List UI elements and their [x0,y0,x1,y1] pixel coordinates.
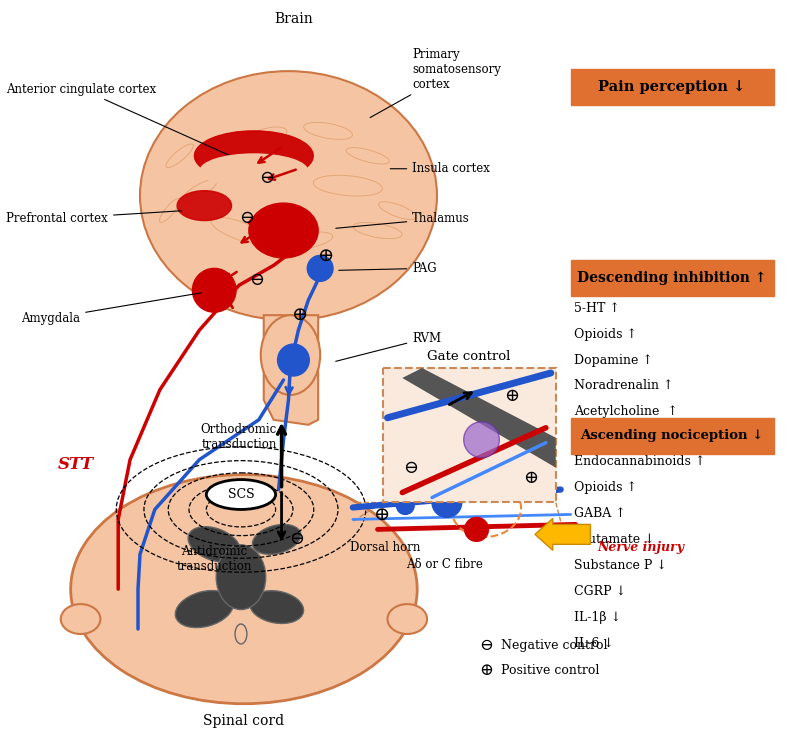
Ellipse shape [140,71,437,320]
Text: Positive control: Positive control [501,664,600,678]
Ellipse shape [250,591,304,623]
Circle shape [465,517,488,542]
Text: Orthodromic
transduction: Orthodromic transduction [201,423,277,451]
Circle shape [308,256,333,282]
Ellipse shape [206,479,276,509]
Text: Opioids ↑: Opioids ↑ [573,328,637,340]
Text: ⊕: ⊕ [504,387,519,405]
Text: ⊕: ⊕ [480,662,493,679]
Text: Spinal cord: Spinal cord [203,714,285,728]
Text: Noradrenalin ↑: Noradrenalin ↑ [573,379,673,392]
Text: RVM: RVM [335,331,442,362]
Text: DLF: DLF [427,491,453,504]
Circle shape [193,268,236,312]
Ellipse shape [235,624,247,644]
Text: Gate control: Gate control [427,350,511,362]
Ellipse shape [175,590,233,628]
Text: Insula cortex: Insula cortex [390,162,490,175]
Text: IL-1β ↓: IL-1β ↓ [573,611,621,623]
Text: Thalamus: Thalamus [335,212,470,229]
Text: Acetylcholine  ↑: Acetylcholine ↑ [573,405,677,418]
Text: GABA ↑: GABA ↑ [573,507,626,520]
Ellipse shape [388,604,427,634]
Text: Glutamate ↓: Glutamate ↓ [573,533,654,546]
Ellipse shape [61,604,101,634]
Text: Negative control: Negative control [501,639,607,653]
Text: IL-6 ↓: IL-6 ↓ [573,637,614,650]
Text: Antidromic
transduction: Antidromic transduction [177,545,252,573]
Circle shape [396,497,414,514]
Text: Ascending nociception ↓: Ascending nociception ↓ [580,429,764,442]
Text: SCS: SCS [228,488,255,501]
FancyBboxPatch shape [382,368,556,503]
Ellipse shape [194,131,313,181]
FancyArrow shape [535,518,591,551]
Text: Pain perception ↓: Pain perception ↓ [599,80,745,94]
Text: CGRP ↓: CGRP ↓ [573,584,626,598]
Polygon shape [402,368,556,467]
Text: ⊖: ⊖ [480,637,493,654]
FancyBboxPatch shape [571,417,773,453]
Text: Prefrontal cortex: Prefrontal cortex [6,211,182,225]
FancyBboxPatch shape [571,69,773,105]
Text: ⊖: ⊖ [403,459,418,476]
Ellipse shape [199,154,308,188]
Text: ⊕: ⊕ [374,506,391,523]
Text: ⊖: ⊖ [249,271,264,290]
Circle shape [278,344,309,376]
Ellipse shape [261,315,320,395]
Text: Dorsal horn: Dorsal horn [351,541,420,553]
Text: Amygdala: Amygdala [21,293,201,325]
Ellipse shape [177,190,232,220]
Ellipse shape [252,524,301,554]
Text: PAG: PAG [339,262,437,275]
Text: ⊖: ⊖ [259,169,274,187]
Ellipse shape [71,475,417,703]
Text: 5-HT ↑: 5-HT ↑ [573,302,619,315]
Circle shape [432,487,462,517]
Text: ⊖: ⊖ [289,531,304,548]
Text: STT: STT [58,456,94,473]
Text: Brain: Brain [274,12,312,26]
Text: Anterior cingulate cortex: Anterior cingulate cortex [6,82,235,157]
Text: Opioids ↑: Opioids ↑ [573,481,637,494]
Text: ⊕: ⊕ [318,246,335,265]
Text: Nerve injury: Nerve injury [597,541,684,553]
Polygon shape [264,315,318,425]
Text: ⊖: ⊖ [239,209,255,226]
Text: ⊕: ⊕ [292,306,308,324]
Circle shape [464,422,500,458]
Text: ⊕: ⊕ [523,469,538,487]
Text: Primary
somatosensory
cortex: Primary somatosensory cortex [370,48,501,118]
Ellipse shape [249,203,318,258]
Text: Descending inhibition ↑: Descending inhibition ↑ [577,271,767,285]
Text: Substance P ↓: Substance P ↓ [573,559,666,572]
Text: Endocannabinoids ↑: Endocannabinoids ↑ [573,455,705,468]
Ellipse shape [188,527,240,562]
Text: Dopamine ↑: Dopamine ↑ [573,354,653,367]
FancyBboxPatch shape [571,260,773,296]
Ellipse shape [216,545,266,609]
Text: Aδ or C fibre: Aδ or C fibre [407,558,484,571]
Text: Aβ fibre: Aβ fibre [496,465,544,478]
